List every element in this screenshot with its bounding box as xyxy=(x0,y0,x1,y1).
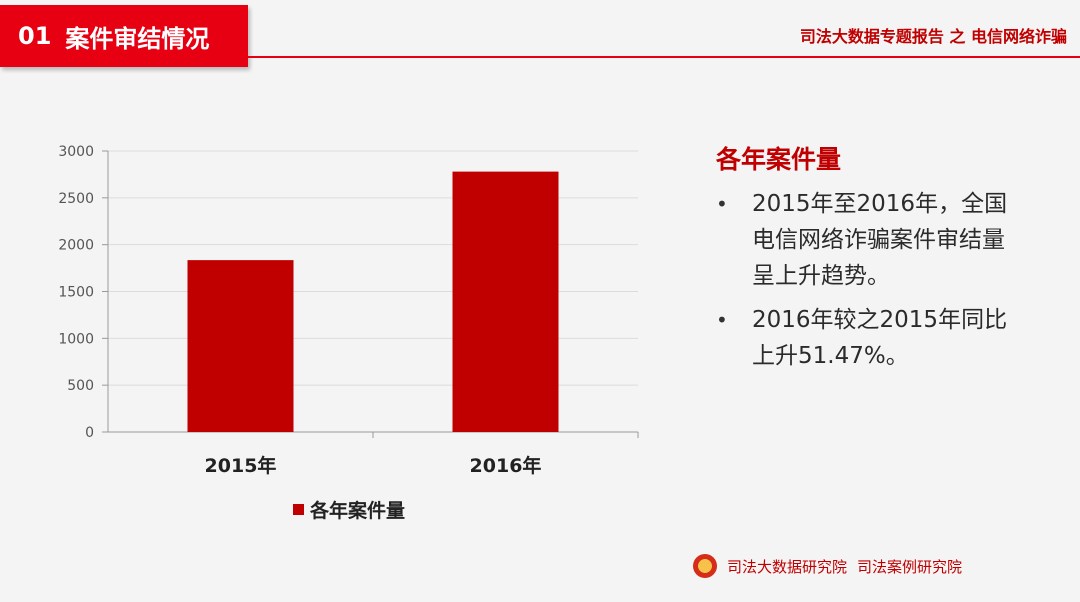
summary-panel: 各年案件量 • 2015年至2016年，全国电信网络诈骗案件审结量呈上升趋势。 … xyxy=(716,140,1016,382)
y-tick-label: 1000 xyxy=(58,331,94,347)
panel-title: 各年案件量 xyxy=(716,145,842,174)
report-title: 司法大数据专题报告 之 电信网络诈骗 xyxy=(799,27,1067,46)
chart-legend: 各年案件量 xyxy=(293,496,405,523)
y-tick-label: 2000 xyxy=(58,238,94,254)
bullet-item: • 2015年至2016年，全国电信网络诈骗案件审结量呈上升趋势。 xyxy=(716,186,1016,294)
footer: 司法大数据研究院 司法案例研究院 xyxy=(693,554,972,578)
legend-swatch xyxy=(293,504,304,515)
footer-org-2: 司法案例研究院 xyxy=(857,557,963,576)
bullet-item: • 2016年较之2015年同比上升51.47%。 xyxy=(716,302,1016,374)
y-tick-label: 2500 xyxy=(58,191,94,207)
y-tick-label: 500 xyxy=(67,378,94,394)
court-emblem-icon xyxy=(693,554,717,578)
bullet-text: 2016年较之2015年同比上升51.47%。 xyxy=(752,307,1008,369)
y-tick-label: 3000 xyxy=(58,144,94,160)
legend-label: 各年案件量 xyxy=(310,500,406,522)
y-tick-label: 1500 xyxy=(58,285,94,301)
bullet-text: 2015年至2016年，全国电信网络诈骗案件审结量呈上升趋势。 xyxy=(752,191,1008,289)
footer-org-1: 司法大数据研究院 xyxy=(727,557,848,576)
bullet-dot: • xyxy=(716,308,728,332)
section-title: 案件审结情况 xyxy=(65,24,210,53)
bar xyxy=(452,171,559,432)
section-header: 01 案件审结情况 xyxy=(0,5,248,67)
section-number: 01 xyxy=(18,22,52,50)
bar xyxy=(187,260,294,432)
header-divider xyxy=(248,56,1080,58)
x-tick-label: 2015年 xyxy=(205,454,277,477)
bullet-dot: • xyxy=(716,192,728,216)
x-tick-label: 2016年 xyxy=(470,454,542,477)
y-tick-label: 0 xyxy=(85,425,94,441)
